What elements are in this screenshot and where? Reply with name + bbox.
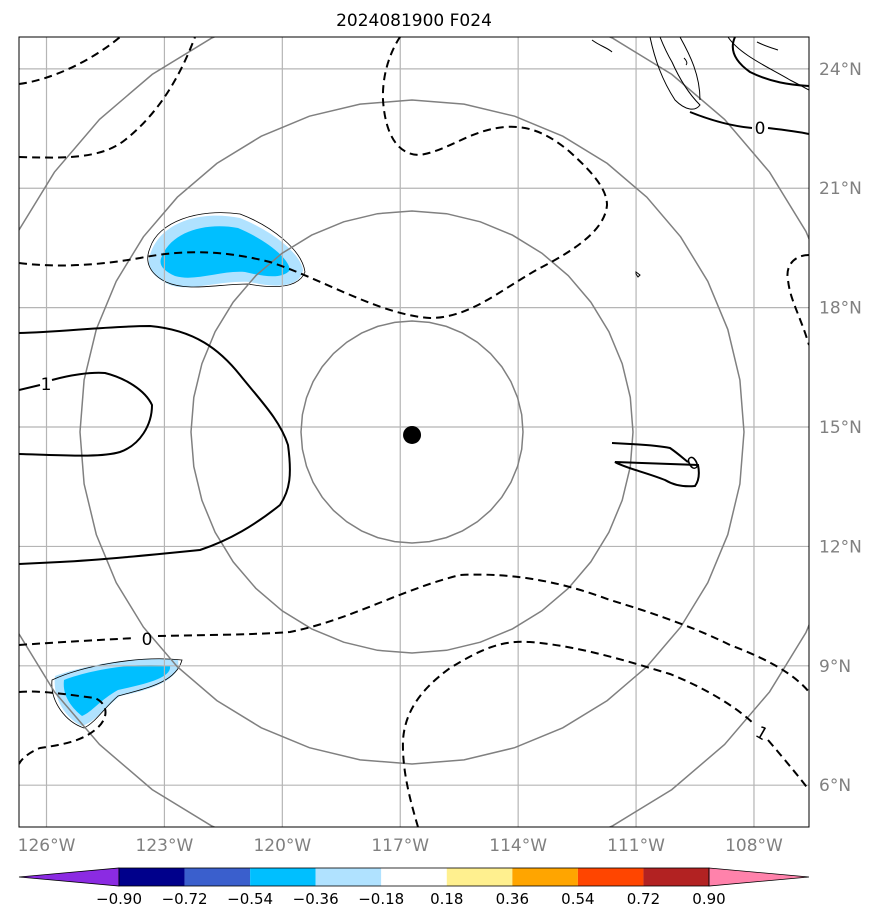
colorbar-segment xyxy=(119,868,185,886)
colorbar-segment xyxy=(381,868,447,886)
coastline-baja xyxy=(649,37,701,110)
latitude-labels: 24°N 21°N 18°N 15°N 12°N 9°N 6°N xyxy=(819,60,862,796)
shaded-anomaly-regions xyxy=(51,212,306,729)
shaded-region-southwest-core xyxy=(63,664,171,716)
colorbar-tick-label: −0.36 xyxy=(293,890,339,908)
colorbar-segment xyxy=(315,868,382,886)
lon-tick-label: 123°W xyxy=(136,836,194,856)
dashed-contour-1-south xyxy=(401,640,809,827)
solid-contour-0-northeast xyxy=(689,111,809,135)
lon-tick-label: 111°W xyxy=(607,836,665,856)
colorbar-tick-label: 0.72 xyxy=(627,890,660,908)
colorbar-tick-labels: −0.90 −0.72 −0.54 −0.36 −0.18 0.18 0.36 … xyxy=(96,890,726,908)
colorbar-tick-label: 0.90 xyxy=(692,890,725,908)
storm-center-marker xyxy=(403,425,422,444)
shaded-region-north-core xyxy=(160,226,290,278)
colorbar-segment xyxy=(643,868,709,886)
colorbar-extend-low xyxy=(18,867,120,887)
lon-tick-label: 120°W xyxy=(253,836,311,856)
contour-label: 1 xyxy=(41,375,52,395)
lat-tick-label: 24°N xyxy=(819,60,862,80)
colorbar-tick-label: −0.72 xyxy=(162,890,208,908)
lat-tick-label: 15°N xyxy=(819,418,862,438)
colorbar-segment xyxy=(250,868,316,886)
colorbar-segments xyxy=(18,867,810,887)
contour-label: 0 xyxy=(142,630,153,650)
dashed-contour-nw-1 xyxy=(19,37,121,85)
solid-contour-1-west xyxy=(19,324,291,565)
lon-tick-label: 126°W xyxy=(18,836,76,856)
solid-contour-1-inner xyxy=(19,371,154,457)
range-ring xyxy=(190,210,634,654)
map-frame xyxy=(18,36,810,828)
colorbar-segment xyxy=(577,868,644,886)
lat-tick-label: 9°N xyxy=(819,657,851,677)
solid-contours xyxy=(19,37,809,565)
colorbar: −0.90 −0.72 −0.54 −0.36 −0.18 0.18 0.36 … xyxy=(18,867,810,908)
map-area: 1 0 0 0 1 xyxy=(19,37,809,827)
thin-contour-southwest xyxy=(51,658,183,729)
dashed-contour-nw-2 xyxy=(19,37,196,159)
colorbar-tick-label: −0.90 xyxy=(96,890,142,908)
lat-tick-label: 21°N xyxy=(819,179,862,199)
dashed-contour-0-south xyxy=(19,573,809,693)
colorbar-tick-label: −0.18 xyxy=(358,890,404,908)
island-socorro xyxy=(635,271,641,278)
lat-tick-label: 6°N xyxy=(819,776,851,796)
solid-contour-ne-top xyxy=(731,37,809,87)
range-ring xyxy=(300,320,524,544)
lon-tick-label: 114°W xyxy=(489,836,547,856)
lon-tick-label: 117°W xyxy=(371,836,429,856)
colorbar-frame xyxy=(118,867,710,887)
coastlines xyxy=(591,37,809,278)
colorbar-tick-label: 0.36 xyxy=(496,890,529,908)
range-ring xyxy=(79,99,745,765)
dashed-contours xyxy=(19,37,809,827)
colorbar-segment xyxy=(512,868,578,886)
longitude-labels: 126°W 123°W 120°W 117°W 114°W 111°W 108°… xyxy=(18,836,783,856)
colorbar-tick-label: 0.54 xyxy=(561,890,594,908)
colorbar-tick-label: 0.18 xyxy=(430,890,463,908)
coastline-islands xyxy=(591,39,779,66)
lat-tick-label: 12°N xyxy=(819,537,862,557)
dashed-contour-east xyxy=(786,254,809,346)
colorbar-segment xyxy=(446,868,513,886)
coastline-mainland xyxy=(727,37,809,91)
colorbar-extend-high xyxy=(708,867,810,887)
dashed-contour-mid xyxy=(19,37,609,320)
thin-contour-north xyxy=(147,212,306,288)
lon-tick-label: 108°W xyxy=(725,836,783,856)
coastline-mainland-2 xyxy=(679,37,701,101)
range-ring xyxy=(19,37,809,827)
dashed-contour-sw xyxy=(19,690,107,765)
contour-label: 0 xyxy=(755,119,766,139)
lat-tick-label: 18°N xyxy=(819,299,862,319)
range-rings xyxy=(19,37,809,827)
colorbar-segment xyxy=(184,868,251,886)
colorbar-tick-label: −0.54 xyxy=(227,890,273,908)
solid-contour-0-east xyxy=(611,442,700,488)
figure-title: 2024081900 F024 xyxy=(336,11,492,31)
